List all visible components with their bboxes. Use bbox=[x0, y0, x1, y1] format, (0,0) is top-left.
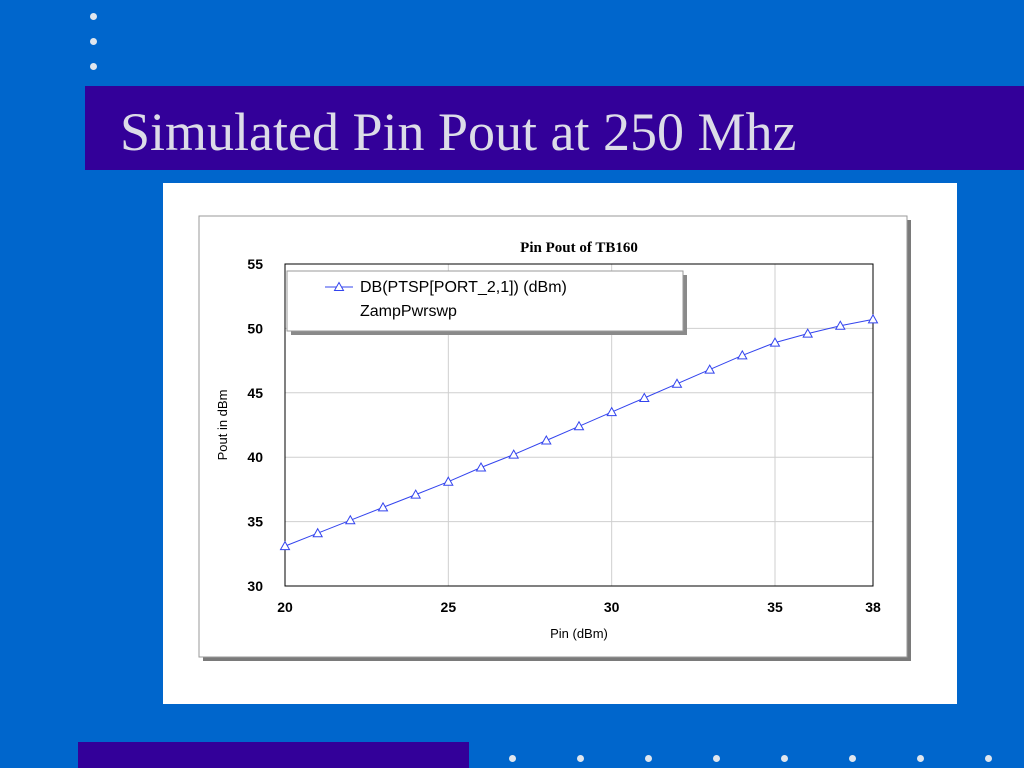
data-point-marker bbox=[508, 449, 520, 459]
decorative-dot bbox=[985, 755, 992, 762]
decorative-dot bbox=[781, 755, 788, 762]
data-point-marker bbox=[475, 461, 487, 472]
title-band bbox=[85, 86, 1024, 170]
decorative-dot bbox=[90, 38, 97, 45]
data-point-marker bbox=[736, 349, 748, 360]
data-point-marker bbox=[769, 337, 781, 347]
decorative-dot bbox=[90, 13, 97, 20]
data-point-marker bbox=[279, 540, 291, 551]
x-tick-label: 30 bbox=[604, 599, 620, 615]
decorative-dot bbox=[509, 755, 516, 762]
data-point-marker bbox=[312, 527, 324, 538]
slide-title: Simulated Pin Pout at 250 Mhz bbox=[120, 102, 797, 162]
tick-label-layer: 20 25 30 35 38 30 35 40 45 50 55 bbox=[247, 256, 881, 615]
decorative-dot bbox=[713, 755, 720, 762]
data-point-marker bbox=[671, 378, 683, 388]
plot-area bbox=[284, 263, 874, 587]
chart-frame: Pin Pout of TB160 20 25 30 35 38 30 35 40 45 50 55… bbox=[163, 183, 957, 704]
decorative-dot bbox=[645, 755, 652, 762]
x-tick-label: 38 bbox=[865, 599, 881, 615]
x-tick-label: 35 bbox=[767, 599, 783, 615]
data-point-marker bbox=[867, 313, 879, 324]
bottom-accent-bar bbox=[78, 742, 469, 768]
chart-title: Pin Pout of TB160 bbox=[520, 240, 638, 256]
data-point-marker bbox=[802, 328, 814, 338]
x-axis-label: Pin (dBm) bbox=[550, 626, 608, 641]
legend-source-label: ZampPwrswp bbox=[360, 303, 457, 320]
decorative-dot bbox=[849, 755, 856, 762]
data-point-marker bbox=[834, 320, 846, 330]
decorative-dot bbox=[90, 63, 97, 70]
y-tick-label: 30 bbox=[247, 578, 263, 594]
data-point-marker bbox=[638, 392, 650, 402]
data-point-marker bbox=[377, 501, 389, 512]
x-tick-label: 20 bbox=[277, 599, 293, 615]
y-tick-label: 40 bbox=[247, 449, 263, 465]
data-point-marker bbox=[540, 434, 552, 445]
data-point-marker bbox=[606, 406, 618, 417]
x-tick-label: 25 bbox=[441, 599, 457, 615]
data-point-marker bbox=[573, 420, 585, 431]
y-tick-label: 50 bbox=[247, 320, 263, 336]
y-tick-label: 35 bbox=[247, 514, 263, 530]
data-point-marker bbox=[442, 476, 454, 486]
y-tick-label: 45 bbox=[247, 385, 263, 401]
decorative-dot bbox=[917, 755, 924, 762]
decorative-dot bbox=[577, 755, 584, 762]
y-tick-label: 55 bbox=[247, 256, 263, 272]
data-point-marker bbox=[704, 364, 716, 374]
y-axis-label: Pout in dBm bbox=[215, 390, 230, 461]
series-layer bbox=[279, 313, 879, 551]
pin-pout-chart: Pin Pout of TB160 20 25 30 35 38 30 35 40 45 50 55… bbox=[198, 215, 911, 661]
data-point-marker bbox=[410, 489, 422, 499]
data-point-marker bbox=[344, 514, 356, 525]
legend-box bbox=[286, 270, 684, 332]
legend-triangle-marker bbox=[333, 281, 345, 291]
legend-series-label: DB(PTSP[PORT_2,1]) (dBm) bbox=[360, 279, 567, 296]
